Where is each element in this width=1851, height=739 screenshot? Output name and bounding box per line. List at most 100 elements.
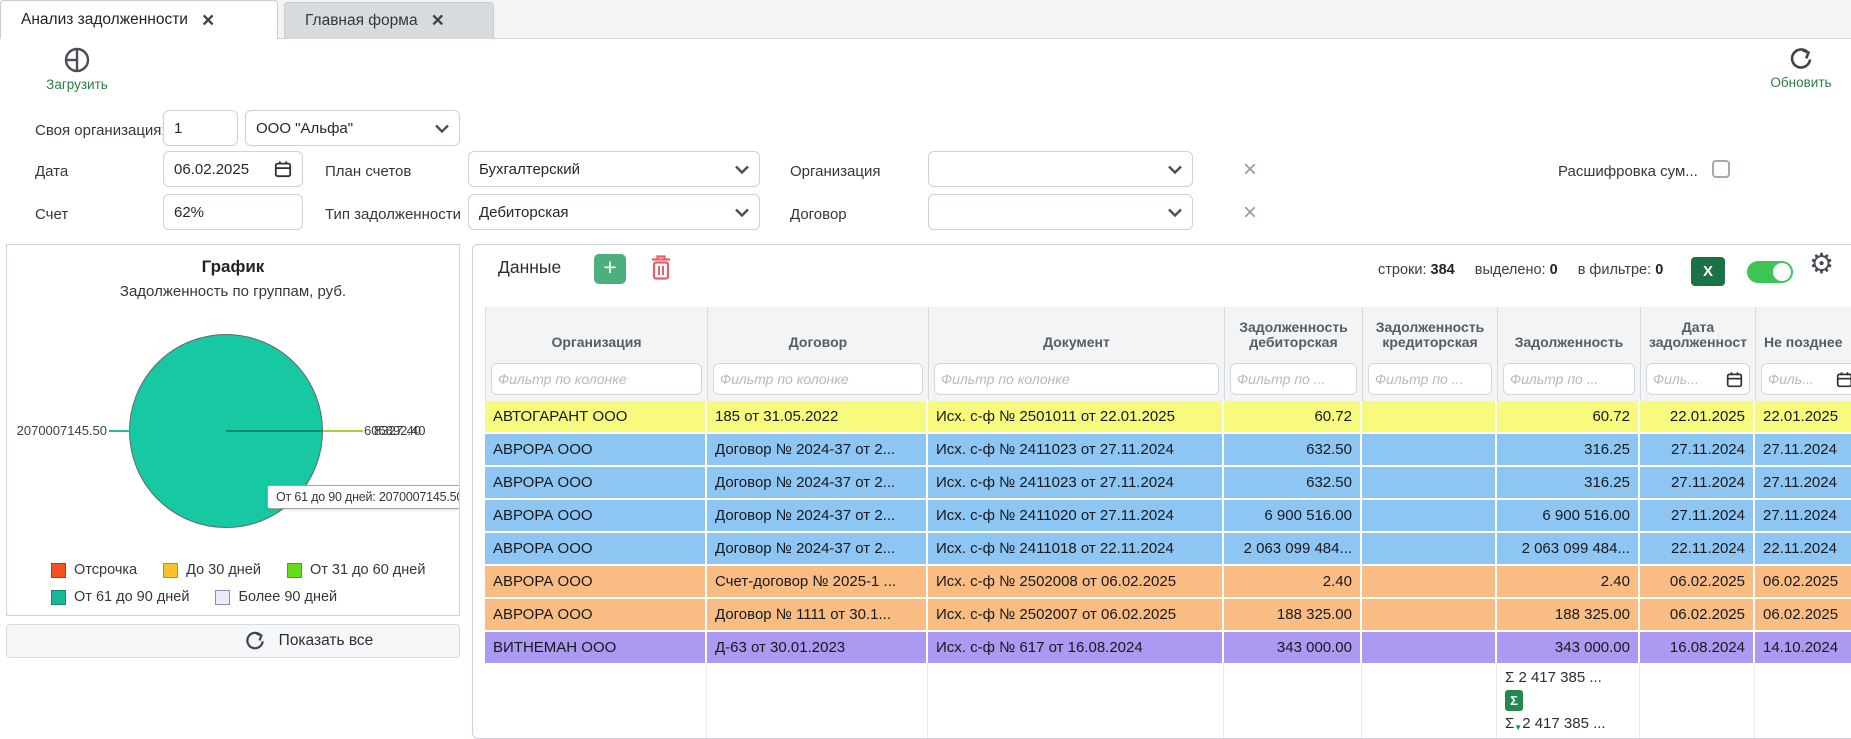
chart-tooltip: От 61 до 90 дней: 2070007145.50 [267,485,459,509]
chart-title: График [201,257,265,276]
contract-select[interactable] [928,194,1193,230]
legend-item[interactable]: От 31 до 60 дней [286,557,425,584]
column-filter-input[interactable] [1375,371,1485,387]
chart-subtitle: Задолженность по группам, руб. [119,283,347,300]
excel-export-button[interactable]: X [1691,257,1725,286]
contract-clear-icon[interactable]: × [1243,199,1258,226]
refresh-icon [243,629,267,653]
refresh-icon [1787,45,1815,73]
date-input[interactable]: 06.02.2025 [163,151,303,187]
legend-item[interactable]: Отсрочка [51,557,137,584]
decode-checkbox[interactable] [1712,160,1730,178]
column-header[interactable]: Договор [708,307,929,357]
date-value: 06.02.2025 [174,160,250,178]
legend-swatch [51,563,66,578]
org-select[interactable] [928,151,1193,187]
close-icon[interactable]: × [431,9,444,32]
chart-panel: График Задолженность по группам, руб. 20… [6,244,460,616]
calendar-icon[interactable] [1836,371,1851,388]
chevron-down-icon [1168,208,1182,217]
tab-label: Анализ задолженности [21,11,188,28]
own-org-select[interactable]: ООО "Альфа" [245,110,460,146]
column-filter-input[interactable] [1237,371,1350,387]
table-row[interactable]: АВРОРА ООО Счет-договор № 2025-1 ... Исх… [485,566,1851,599]
column-header[interactable]: Задолженность [1498,307,1641,357]
chevron-down-icon [1168,165,1182,174]
legend-item[interactable]: До 30 дней [163,557,261,584]
plan-select[interactable]: Бухгалтерский [468,151,760,187]
rows-count: 384 [1430,262,1455,278]
column-header[interactable]: Организация [486,307,708,357]
sum-column: Σ 2 417 385 ... Σ Σ▼2 417 385 ... [1497,663,1640,738]
tab-label: Главная форма [305,11,418,29]
legend-item[interactable]: Более 90 дней [215,584,337,611]
sum-total: Σ 2 417 385 ... [1505,669,1602,686]
own-org-code-input[interactable] [163,110,238,146]
column-header[interactable]: Не позднее [1756,307,1851,357]
column-filter-input[interactable] [498,371,695,387]
table-row[interactable]: АВРОРА ООО Договор № 2024-37 от 2... Исх… [485,500,1851,533]
plan-label: План счетов [325,163,412,180]
table-row[interactable]: АВРОРА ООО Договор № 2024-37 от 2... Исх… [485,434,1851,467]
decode-label: Расшифровка сум... [1558,163,1698,180]
tab-debt-analysis[interactable]: Анализ задолженности × [0,0,278,39]
column-header[interactable]: Задолженность кредиторская [1363,307,1498,357]
refresh-button[interactable]: Обновить [1758,45,1844,90]
debt-type-value: Дебиторская [479,203,569,221]
gear-icon[interactable]: ⚙ [1809,248,1835,279]
delete-row-button[interactable] [649,254,673,282]
pie-label-line-right [323,430,363,432]
sigma-badge[interactable]: Σ [1505,690,1523,711]
pie-label-line-left [109,430,131,432]
column-filter-input[interactable] [941,371,1212,387]
tab-bar: Анализ задолженности × Главная форма × [0,0,1851,39]
tab-main-form[interactable]: Главная форма × [284,2,494,38]
table-stats: строки: 384 выделено: 0 в фильтре: 0 [1378,262,1664,278]
table-row[interactable]: АВТОГАРАНТ ООО 185 от 31.05.2022 Исх. с-… [485,401,1851,434]
close-icon[interactable]: × [201,8,215,32]
debt-type-label: Тип задолженности [325,206,461,223]
table: Организация Договор Документ Задолженнос… [485,307,1851,738]
legend-swatch [286,563,302,578]
date-label: Дата [35,163,69,180]
table-row[interactable]: АВРОРА ООО Договор № 1111 от 30.1... Исх… [485,599,1851,632]
trash-icon [649,254,673,282]
show-all-button[interactable]: Показать все [6,624,460,658]
legend-item[interactable]: От 61 до 90 дней [51,584,189,611]
column-filter-input[interactable] [1653,371,1722,387]
load-button[interactable]: Загрузить [32,45,122,92]
column-header[interactable]: Задолженность дебиторская [1225,307,1363,357]
own-org-value: ООО "Альфа" [256,119,354,137]
account-label: Счет [35,206,69,223]
pie-value-label-left: 2070007145.50 [16,423,107,438]
column-header[interactable]: Документ [929,307,1225,357]
column-filter-input[interactable] [720,371,916,387]
table-row[interactable]: ВИТНЕМАН ООО Д-63 от 30.01.2023 Исх. с-ф… [485,632,1851,663]
chevron-down-icon [435,124,449,133]
account-input[interactable] [163,194,303,230]
chevron-down-icon [735,165,749,174]
pie-slice-border [226,430,323,432]
color-toggle[interactable] [1747,261,1793,283]
legend-swatch [163,563,179,578]
load-pie-icon [62,45,92,75]
contract-label: Договор [790,206,847,223]
add-row-button[interactable]: + [594,254,626,284]
table-row[interactable]: АВРОРА ООО Договор № 2024-37 от 2... Исх… [485,467,1851,500]
column-filter-input[interactable] [1510,371,1628,387]
own-org-label: Своя организация: [35,122,166,139]
org-label: Организация [790,163,881,180]
toggle-knob [1773,263,1791,281]
org-clear-icon[interactable]: × [1243,156,1258,183]
toolbar: Загрузить Обновить [0,39,1851,99]
calendar-icon[interactable] [274,160,292,178]
column-header[interactable]: Дата задолженност [1641,307,1756,357]
data-panel: Данные + строки: 384 выделено: 0 в фильт… [472,244,1851,739]
selected-count: 0 [1549,262,1558,278]
debt-type-select[interactable]: Дебиторская [468,194,760,230]
table-row[interactable]: АВРОРА ООО Договор № 2024-37 от 2... Исх… [485,533,1851,566]
calendar-icon[interactable] [1726,371,1743,388]
table-header: Организация Договор Документ Задолженнос… [485,307,1851,357]
column-filter-input[interactable] [1768,371,1832,387]
